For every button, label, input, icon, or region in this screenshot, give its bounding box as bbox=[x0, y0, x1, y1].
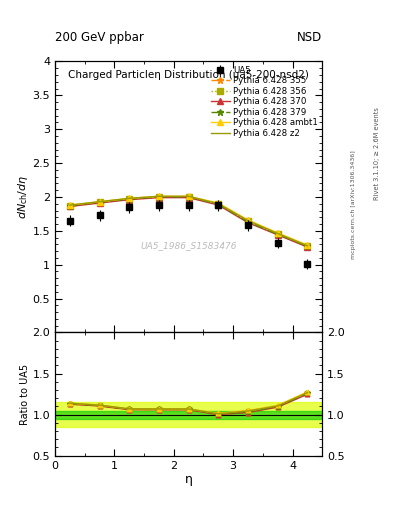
Pythia 6.428 ambt1 bbox=[97, 199, 102, 205]
Pythia 6.428 379 bbox=[127, 196, 132, 202]
Pythia 6.428 379 bbox=[216, 201, 221, 207]
Pythia 6.428 z2 bbox=[68, 202, 72, 208]
Line: Pythia 6.428 379: Pythia 6.428 379 bbox=[66, 194, 311, 250]
Legend: UA5, Pythia 6.428 355, Pythia 6.428 356, Pythia 6.428 370, Pythia 6.428 379, Pyt: UA5, Pythia 6.428 355, Pythia 6.428 356,… bbox=[209, 64, 320, 140]
Pythia 6.428 355 bbox=[97, 199, 102, 205]
Pythia 6.428 z2 bbox=[156, 193, 161, 199]
Pythia 6.428 379 bbox=[156, 194, 161, 200]
Pythia 6.428 370 bbox=[246, 220, 250, 226]
Pythia 6.428 ambt1 bbox=[156, 193, 161, 199]
Pythia 6.428 370 bbox=[156, 195, 161, 201]
Pythia 6.428 356 bbox=[216, 201, 221, 207]
Text: UA5_1986_S1583476: UA5_1986_S1583476 bbox=[140, 241, 237, 250]
Pythia 6.428 379 bbox=[275, 231, 280, 237]
Pythia 6.428 ambt1 bbox=[186, 193, 191, 199]
Pythia 6.428 355 bbox=[216, 201, 221, 207]
Pythia 6.428 ambt1 bbox=[68, 202, 72, 208]
X-axis label: η: η bbox=[185, 473, 193, 486]
Bar bbox=[55, 402, 322, 427]
Y-axis label: $dN_\mathrm{ch}/d\eta$: $dN_\mathrm{ch}/d\eta$ bbox=[16, 175, 29, 219]
Pythia 6.428 ambt1 bbox=[127, 195, 132, 201]
Pythia 6.428 ambt1 bbox=[305, 242, 310, 248]
Pythia 6.428 ambt1 bbox=[216, 200, 221, 206]
Pythia 6.428 355 bbox=[275, 231, 280, 237]
Pythia 6.428 355 bbox=[186, 194, 191, 200]
Pythia 6.428 379 bbox=[246, 219, 250, 225]
Pythia 6.428 379 bbox=[97, 199, 102, 205]
Pythia 6.428 355 bbox=[156, 194, 161, 200]
Line: Pythia 6.428 ambt1: Pythia 6.428 ambt1 bbox=[67, 194, 310, 248]
Pythia 6.428 379 bbox=[305, 243, 310, 249]
Pythia 6.428 356 bbox=[246, 218, 250, 224]
Pythia 6.428 379 bbox=[68, 203, 72, 209]
Pythia 6.428 z2 bbox=[246, 218, 250, 224]
Text: NSD: NSD bbox=[297, 31, 322, 44]
Line: Pythia 6.428 z2: Pythia 6.428 z2 bbox=[70, 196, 307, 246]
Pythia 6.428 355 bbox=[246, 218, 250, 224]
Pythia 6.428 356 bbox=[305, 243, 310, 249]
Pythia 6.428 356 bbox=[127, 196, 132, 202]
Pythia 6.428 370 bbox=[186, 195, 191, 201]
Pythia 6.428 z2 bbox=[275, 230, 280, 237]
Pythia 6.428 370 bbox=[305, 244, 310, 250]
Pythia 6.428 355 bbox=[68, 203, 72, 209]
Pythia 6.428 356 bbox=[156, 194, 161, 200]
Pythia 6.428 370 bbox=[275, 232, 280, 238]
Pythia 6.428 355 bbox=[305, 243, 310, 249]
Pythia 6.428 z2 bbox=[127, 195, 132, 201]
Pythia 6.428 370 bbox=[127, 197, 132, 203]
Pythia 6.428 ambt1 bbox=[246, 217, 250, 223]
Pythia 6.428 z2 bbox=[186, 193, 191, 199]
Pythia 6.428 379 bbox=[186, 194, 191, 200]
Pythia 6.428 356 bbox=[275, 231, 280, 237]
Pythia 6.428 356 bbox=[68, 203, 72, 209]
Line: Pythia 6.428 356: Pythia 6.428 356 bbox=[67, 194, 310, 249]
Bar bbox=[55, 411, 322, 419]
Pythia 6.428 z2 bbox=[97, 199, 102, 205]
Text: Rivet 3.1.10; ≥ 2.6M events: Rivet 3.1.10; ≥ 2.6M events bbox=[374, 107, 380, 200]
Text: mcplots.cern.ch [arXiv:1306.3436]: mcplots.cern.ch [arXiv:1306.3436] bbox=[351, 151, 356, 259]
Line: Pythia 6.428 355: Pythia 6.428 355 bbox=[66, 194, 311, 250]
Pythia 6.428 370 bbox=[216, 202, 221, 208]
Pythia 6.428 356 bbox=[186, 194, 191, 200]
Pythia 6.428 z2 bbox=[216, 201, 221, 207]
Pythia 6.428 370 bbox=[97, 200, 102, 206]
Line: Pythia 6.428 370: Pythia 6.428 370 bbox=[67, 195, 310, 250]
Y-axis label: Ratio to UA5: Ratio to UA5 bbox=[20, 364, 29, 424]
Pythia 6.428 ambt1 bbox=[275, 230, 280, 236]
Pythia 6.428 356 bbox=[97, 199, 102, 205]
Text: Charged Particleη Distribution (ua5-200-nsd2): Charged Particleη Distribution (ua5-200-… bbox=[68, 70, 309, 79]
Text: 200 GeV ppbar: 200 GeV ppbar bbox=[55, 31, 144, 44]
Pythia 6.428 370 bbox=[68, 203, 72, 209]
Pythia 6.428 355 bbox=[127, 196, 132, 202]
Pythia 6.428 z2 bbox=[305, 243, 310, 249]
